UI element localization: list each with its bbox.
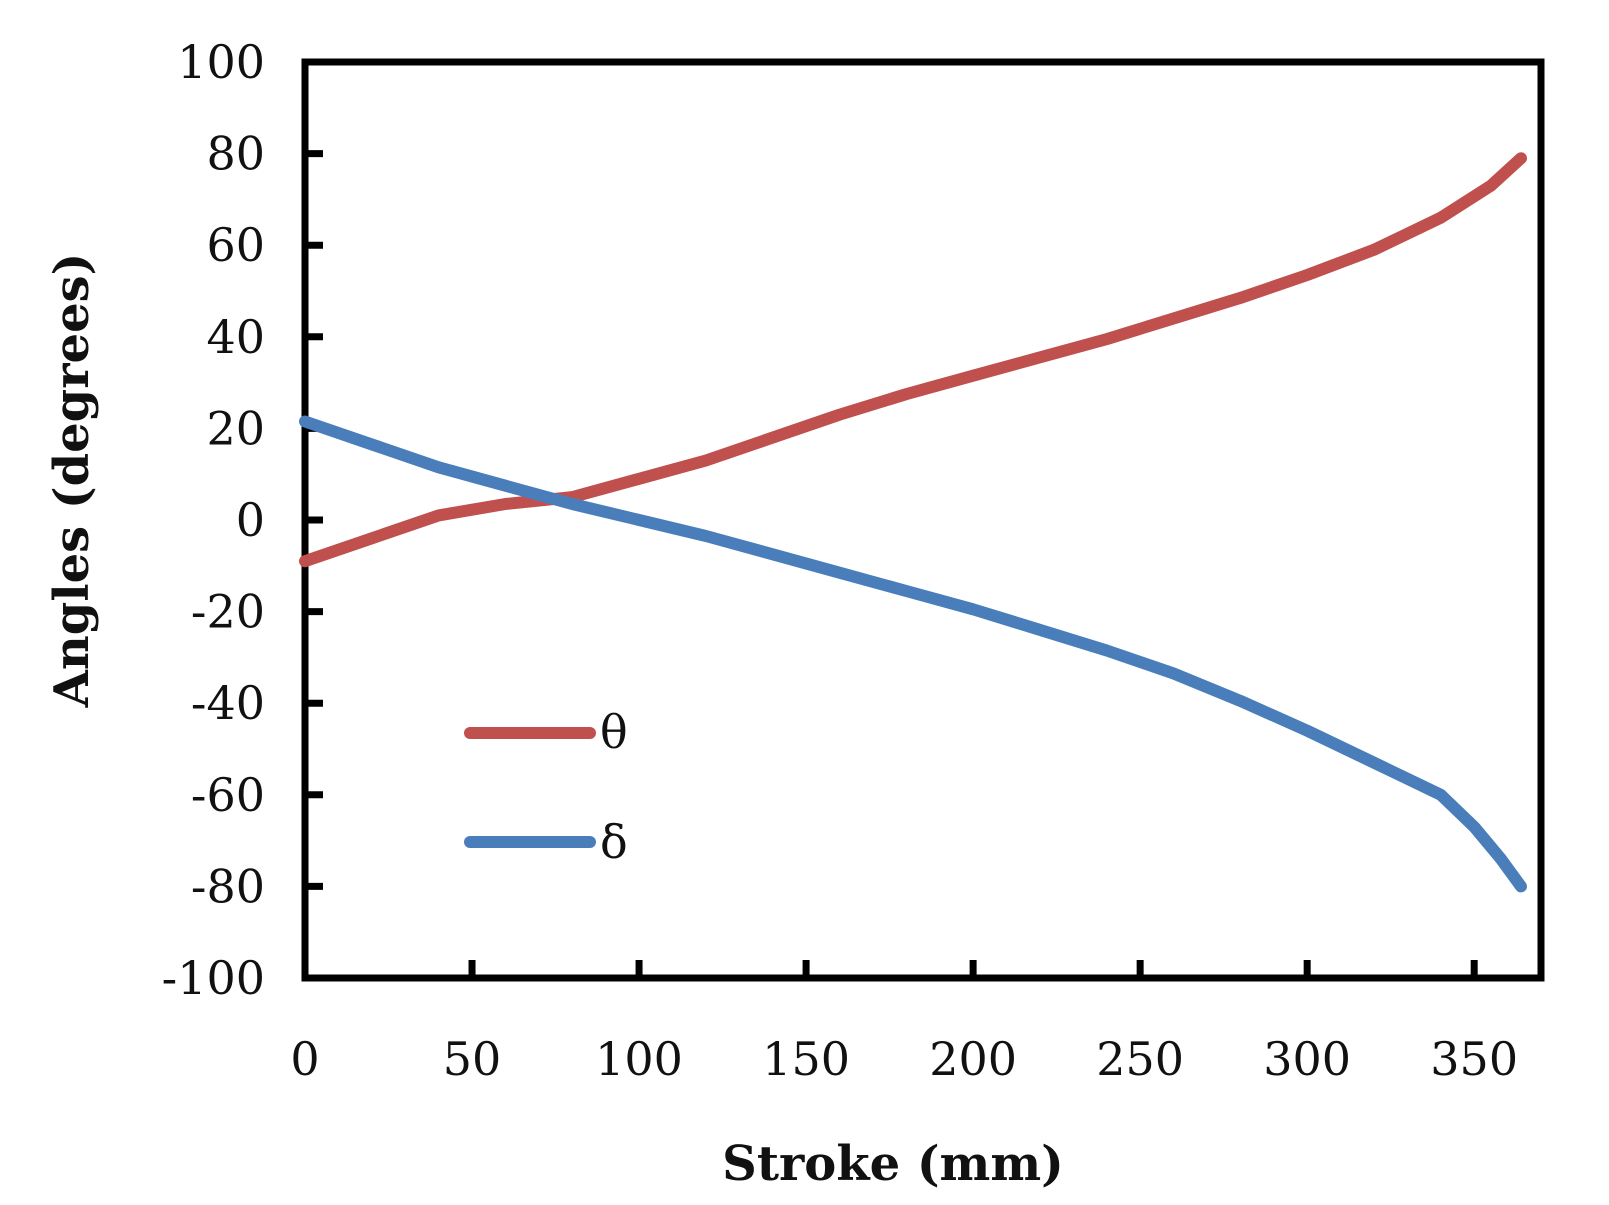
y-tick-label: -20 xyxy=(191,585,265,639)
y-tick-label: 100 xyxy=(177,35,265,89)
x-tick-label: 100 xyxy=(595,1032,683,1086)
series-line-delta xyxy=(299,415,1527,893)
y-tick-label: -60 xyxy=(191,768,265,822)
x-tick-label: 350 xyxy=(1430,1032,1518,1086)
y-tick-label: 40 xyxy=(206,310,265,364)
x-tick-label: 250 xyxy=(1096,1032,1184,1086)
x-tick-label: 150 xyxy=(762,1032,850,1086)
y-tick-label: -100 xyxy=(162,951,265,1005)
y-tick-label: -80 xyxy=(191,859,265,913)
x-axis-title: Stroke (mm) xyxy=(722,1136,1064,1192)
x-tick-label: 0 xyxy=(290,1032,319,1086)
legend-label-theta: θ xyxy=(600,705,628,759)
y-tick-label: 0 xyxy=(236,493,265,547)
x-tick-label: 300 xyxy=(1263,1032,1351,1086)
legend: θ δ xyxy=(464,705,628,869)
series-layer xyxy=(299,152,1527,893)
x-axis-ticks: 0 50 100 150 200 250 300 350 xyxy=(290,960,1518,1086)
x-tick-label: 50 xyxy=(443,1032,502,1086)
y-tick-label: 20 xyxy=(206,401,265,455)
y-tick-label: -40 xyxy=(191,676,265,730)
y-tick-label: 60 xyxy=(206,218,265,272)
y-axis-title: Angles (degrees) xyxy=(44,253,100,709)
y-tick-label: 80 xyxy=(206,127,265,181)
y-axis-ticks: 100 80 60 40 20 0 -20 -40 -60 -80 -100 xyxy=(162,35,323,1005)
series-line-theta xyxy=(299,152,1527,568)
legend-label-delta: δ xyxy=(600,815,628,869)
x-tick-label: 200 xyxy=(929,1032,1017,1086)
